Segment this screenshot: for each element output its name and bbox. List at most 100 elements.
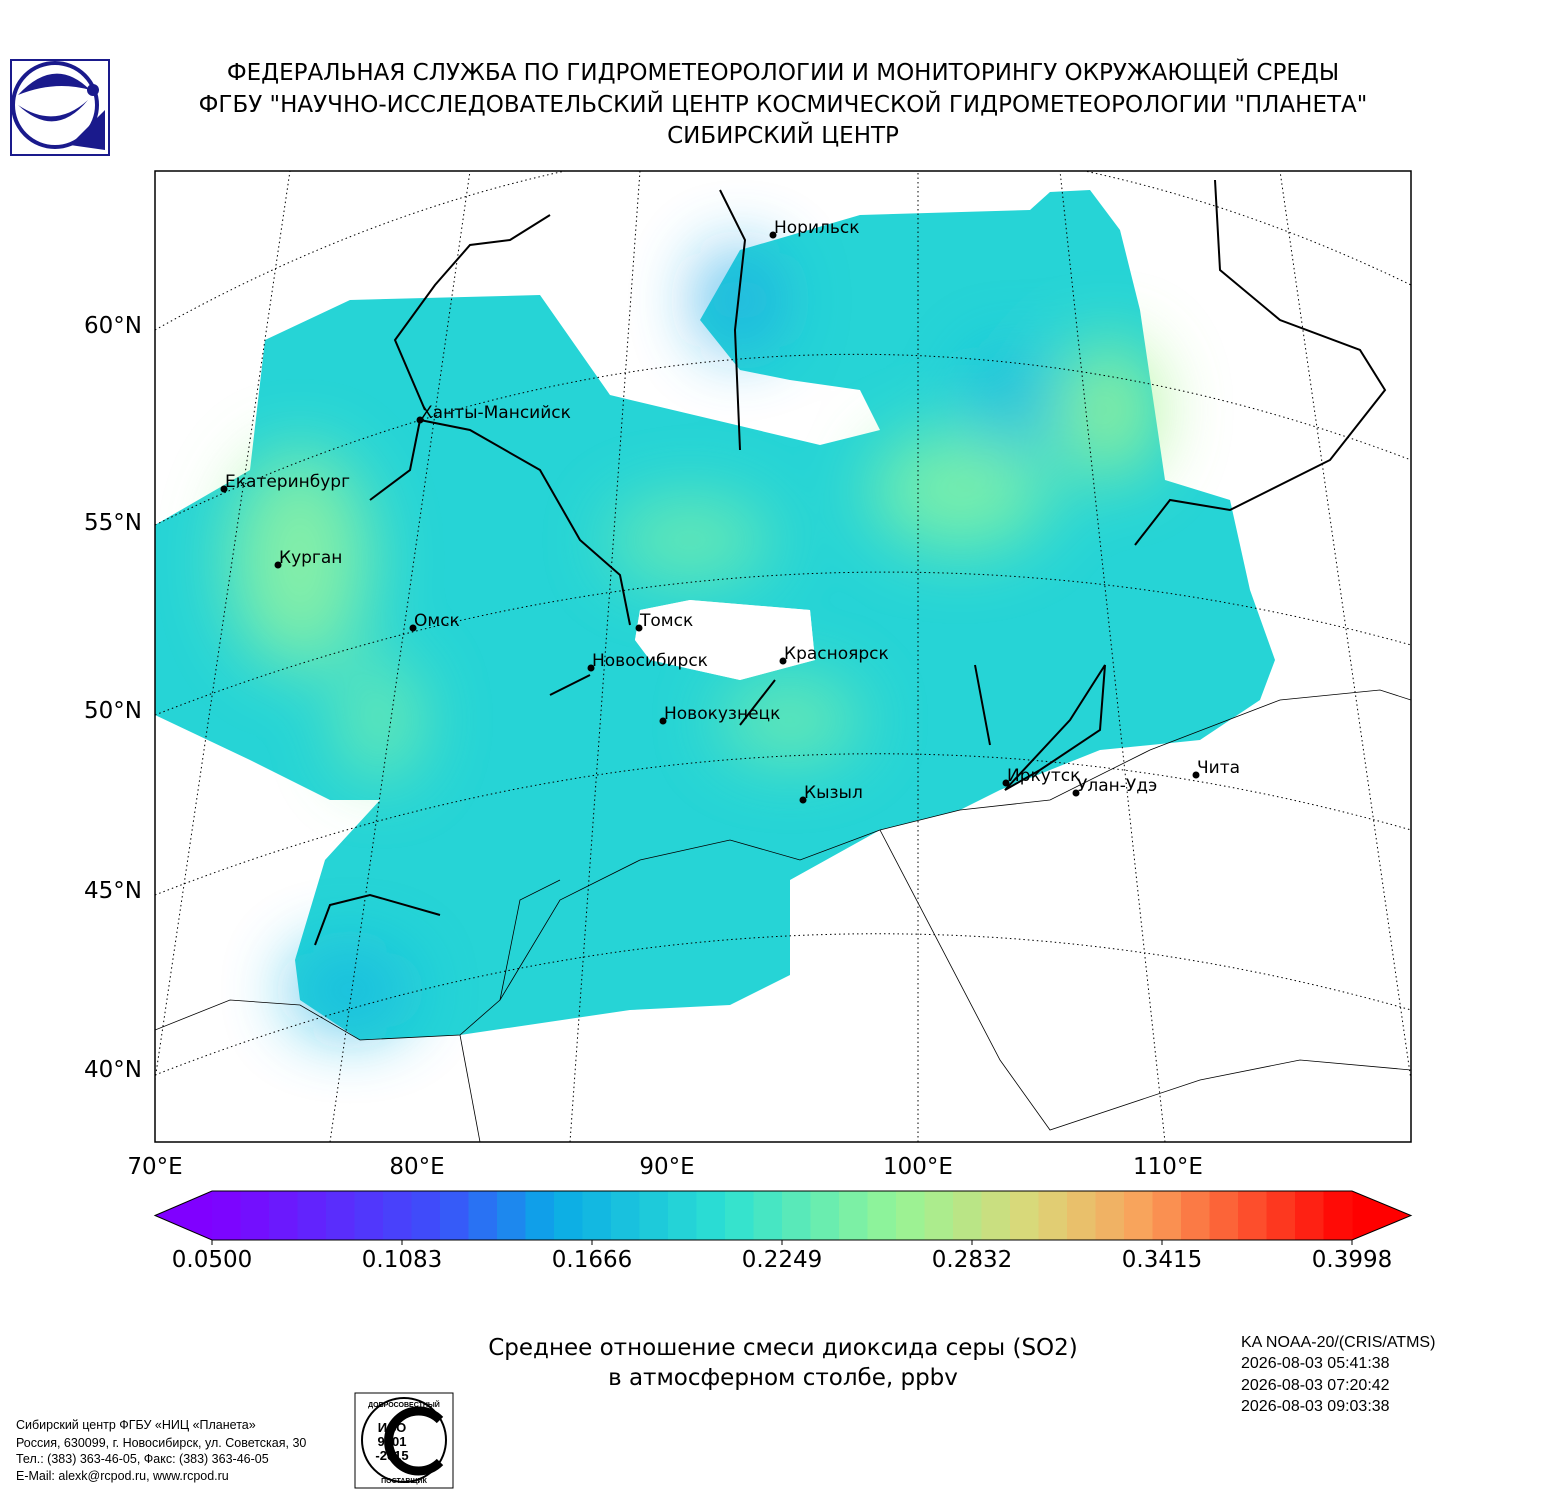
city-dot (409, 624, 417, 632)
city-label: Кызыл (804, 783, 863, 803)
borders (155, 689, 1411, 1142)
colorbar-step (753, 1191, 783, 1240)
colorbar: 0.0500 0.1083 0.1666 0.2249 0.2832 0.3415 0.39… (153, 1190, 1413, 1273)
header-line: ФГБУ "НАУЧНО-ИССЛЕДОВАТЕЛЬСКИЙ ЦЕНТР КОС… (199, 90, 1368, 118)
no-data (635, 600, 815, 680)
badge-line: ДОБРОСОВЕСТНЫЙ (368, 1400, 440, 1409)
colorbar-step (1095, 1191, 1125, 1240)
city-label: Улан-Удэ (1077, 776, 1157, 796)
colorbar-step (440, 1191, 470, 1240)
city-dot (1072, 789, 1080, 797)
colorbar-step (297, 1191, 327, 1240)
colorbar-step (896, 1191, 926, 1240)
colorbar-step (867, 1191, 897, 1240)
satellite-line: KA NOAA-20/(CRIS/ATMS) (1241, 1334, 1435, 1351)
city-dot (779, 657, 787, 665)
lat-label: 55°N (84, 510, 142, 536)
colorbar-step (924, 1191, 954, 1240)
city-label: Омск (414, 611, 460, 631)
colorbar-tick-label: 0.1666 (552, 1247, 632, 1273)
satellite-line: 2026-08-03 05:41:38 (1241, 1355, 1390, 1372)
lat-label: 45°N (84, 878, 142, 904)
city-label: Екатеринбург (225, 472, 350, 492)
lon-label: 70°E (127, 1154, 182, 1180)
footer-line: Россия, 630099, г. Новосибирск, ул. Сове… (16, 1436, 306, 1450)
colorbar-step (497, 1191, 527, 1240)
lat-labels: 60°N 55°N 50°N 45°N 40°N (84, 313, 142, 1083)
logo (10, 59, 110, 156)
header-line: СИБИРСКИЙ ЦЕНТР (667, 121, 899, 149)
footer-line: Сибирский центр ФГБУ «НИЦ «Планета» (16, 1418, 256, 1432)
colorbar-tick-label: 0.3415 (1122, 1247, 1202, 1273)
cities: Норильск Ханты-Мансийск Екатеринбург Курган… (220, 218, 1240, 804)
colorbar-step (269, 1191, 299, 1240)
colorbar-tick-label: 0.0500 (172, 1247, 252, 1273)
city-dot (220, 485, 228, 493)
colorbar-extend-low (155, 1191, 212, 1240)
badge-line: ПОСТАВЩИК (381, 1478, 427, 1485)
colorbar-step (668, 1191, 698, 1240)
graticule (155, 171, 1411, 1142)
lon-label: 80°E (389, 1154, 444, 1180)
colorbar-tick-label: 0.2249 (742, 1247, 822, 1273)
colorbar-step (810, 1191, 840, 1240)
colorbar-step (240, 1191, 270, 1240)
caption: Среднее отношение смеси диоксида серы (S… (488, 1335, 1078, 1391)
footer: Сибирский центр ФГБУ «НИЦ «Планета» Росси… (16, 1418, 306, 1483)
colorbar-step (1209, 1191, 1239, 1240)
colorbar-step (1238, 1191, 1268, 1240)
city-label: Ханты-Мансийск (421, 403, 571, 423)
lon-label: 110°E (1133, 1154, 1203, 1180)
colorbar-step (525, 1191, 555, 1240)
colorbar-step (1124, 1191, 1154, 1240)
colorbar-step (1152, 1191, 1182, 1240)
colorbar-step (212, 1191, 242, 1240)
city-label: Красноярск (784, 644, 889, 664)
colorbar-step (839, 1191, 869, 1240)
lon-label: 100°E (883, 1154, 953, 1180)
field-shading (230, 250, 1160, 1030)
city-label: Чита (1197, 758, 1240, 778)
footer-line: Тел.: (383) 363-46-05, Факс: (383) 363-4… (16, 1452, 269, 1466)
colorbar-step (725, 1191, 755, 1240)
badge-line: -2015 (375, 1448, 408, 1463)
colorbar-step (354, 1191, 384, 1240)
satellite-line: 2026-08-03 09:03:38 (1241, 1398, 1390, 1415)
colorbar-extend-high (1352, 1191, 1411, 1240)
lon-labels: 70°E 80°E 90°E 100°E 110°E (127, 1154, 1203, 1180)
colorbar-step (953, 1191, 983, 1240)
city-dot (769, 231, 777, 239)
colorbar-step (468, 1191, 498, 1240)
city-dot (659, 717, 667, 725)
coastlines (314, 179, 1387, 946)
colorbar-step (981, 1191, 1011, 1240)
colorbar-step (1323, 1191, 1353, 1240)
colorbar-step (1295, 1191, 1325, 1240)
colorbar-step (611, 1191, 641, 1240)
city-dot (799, 796, 807, 804)
caption-line: Среднее отношение смеси диоксида серы (S… (488, 1335, 1078, 1361)
city-label: Курган (279, 548, 342, 568)
city-label: Новокузнецк (664, 704, 780, 724)
city-label: Новосибирск (592, 651, 708, 671)
colorbar-step (1038, 1191, 1068, 1240)
colorbar-step (383, 1191, 413, 1240)
city-dot (1002, 779, 1010, 787)
header-line: ФЕДЕРАЛЬНАЯ СЛУЖБА ПО ГИДРОМЕТЕОРОЛОГИИ … (227, 58, 1339, 86)
city-dot (635, 624, 643, 632)
colorbar-tick-label: 0.1083 (362, 1247, 442, 1273)
city-label: Иркутск (1007, 766, 1080, 786)
colorbar-step (1181, 1191, 1211, 1240)
badge-line: ИСО (378, 1420, 407, 1435)
lat-label: 50°N (84, 698, 142, 724)
colorbar-step (582, 1191, 612, 1240)
colorbar-tick-label: 0.2832 (932, 1247, 1012, 1273)
badge-line: 9001 (378, 1434, 407, 1449)
colorbar-step (696, 1191, 726, 1240)
city-dot (416, 416, 424, 424)
colorbar-step (1266, 1191, 1296, 1240)
footer-line: E-Mail: alexk@rcpod.ru, www.rcpod.ru (16, 1469, 229, 1483)
colorbar-tick-label: 0.3998 (1312, 1247, 1392, 1273)
